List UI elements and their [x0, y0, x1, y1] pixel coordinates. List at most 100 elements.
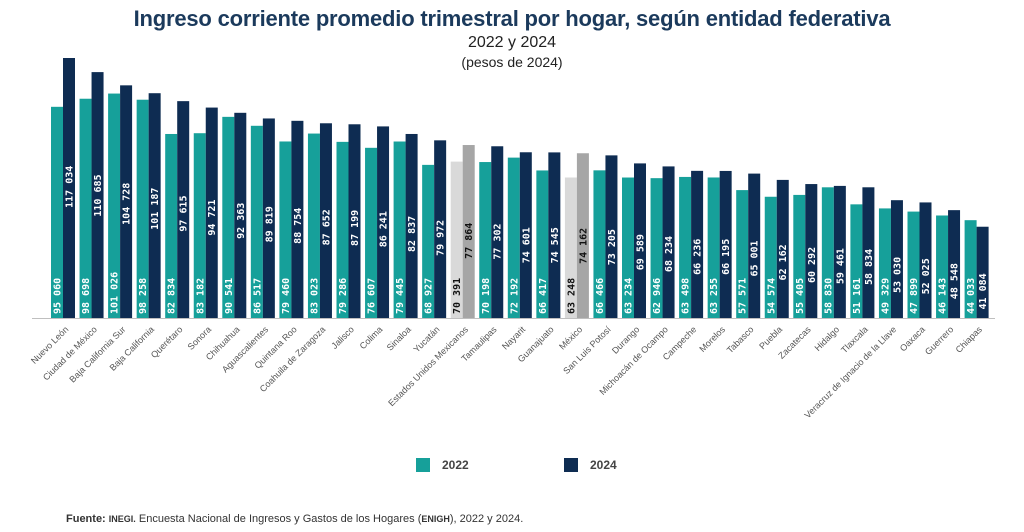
x-tick-label-nayarit: Nayarit: [500, 324, 528, 352]
bar-2024-baja-california: [148, 93, 161, 318]
data-label-2024-colima: 86 241: [379, 211, 390, 247]
x-tick-label-colima: Colima: [358, 324, 385, 351]
legend-item-2024: 2024: [564, 458, 617, 472]
data-label-2024-aguascalientes: 89 819: [264, 206, 275, 242]
bar-2022-baja-california-sur: [108, 93, 121, 319]
data-label-2022-queretaro: 82 834: [167, 278, 178, 314]
data-label-2024-morelos: 66 195: [721, 239, 732, 275]
bar-2024-veracruz-de-ignacio-de-la-llave: [890, 200, 903, 318]
x-tick-label-jalisco: Jalisco: [329, 324, 356, 351]
data-label-2022-quintana-roo: 79 460: [281, 278, 292, 314]
bar-2024-chihuahua: [234, 112, 247, 318]
bar-2022-puebla: [764, 196, 777, 318]
bar-2022-baja-california: [136, 99, 149, 318]
bar-2024-nayarit: [519, 152, 532, 318]
bar-2022-morelos: [707, 177, 720, 318]
bar-2024-nuevo-leon: [63, 58, 75, 318]
bar-2022-sonora: [193, 133, 206, 318]
bar-2022-coahuila-de-zaragoza: [307, 133, 320, 318]
data-label-2022-durango: 63 234: [624, 278, 635, 314]
bar-2024-yucatan: [434, 140, 447, 318]
data-label-2022-tlaxcala: 51 161: [852, 278, 863, 314]
data-label-2024-coahuila-de-zaragoza: 87 652: [321, 209, 332, 245]
data-label-2024-estados-unidos-mexicanos: 77 864: [464, 223, 475, 259]
bar-2022-jalisco: [336, 141, 349, 318]
bar-2022-queretaro: [165, 133, 178, 318]
bar-2022-tlaxcala: [850, 204, 863, 318]
data-label-2022-jalisco: 79 286: [338, 278, 349, 314]
data-label-2022-estados-unidos-mexicanos: 70 391: [452, 278, 463, 314]
data-label-2022-coahuila-de-zaragoza: 83 023: [309, 278, 320, 314]
bar-2022-chihuahua: [222, 116, 235, 318]
bar-2024-tabasco: [748, 173, 761, 318]
bar-2024-colima: [377, 126, 390, 318]
data-label-2022-morelos: 63 255: [709, 278, 720, 314]
bar-2022-nayarit: [507, 157, 520, 318]
bar-2024-zacatecas: [805, 184, 818, 318]
data-label-2024-veracruz-de-ignacio-de-la-llave: 53 030: [892, 257, 903, 293]
bar-2022-nuevo-leon: [51, 106, 63, 318]
x-tick-label-chiapas: Chiapas: [954, 324, 985, 355]
source-org: INEGI.: [108, 514, 136, 524]
bar-2024-chiapas: [976, 226, 989, 318]
data-label-2022-michoacan-de-ocampo: 62 946: [652, 278, 663, 314]
bar-2022-san-luis-potosi: [593, 170, 606, 318]
data-label-2024-michoacan-de-ocampo: 68 234: [664, 236, 675, 272]
data-label-2024-san-luis-potosi: 73 205: [607, 229, 618, 265]
data-label-2024-tamaulipas: 77 302: [493, 223, 504, 259]
bar-2022-aguascalientes: [250, 125, 263, 318]
chart-title: Ingreso corriente promedio trimestral po…: [133, 6, 891, 31]
data-label-2024-guerrero: 48 548: [950, 263, 961, 299]
bar-2022-guanajuato: [536, 170, 549, 318]
x-tick-label-tabasco: Tabasco: [725, 324, 756, 355]
source-text-a: Encuesta Nacional de Ingresos y Gastos d…: [135, 513, 422, 525]
data-label-2024-campeche: 66 236: [693, 239, 704, 275]
data-label-2024-zacatecas: 60 292: [807, 247, 818, 283]
data-label-2022-nuevo-leon: 95 060: [53, 278, 64, 314]
bar-2022-ciudad-de-mexico: [79, 98, 92, 318]
data-label-2022-chiapas: 44 033: [966, 278, 977, 314]
bar-2024-hidalgo: [833, 185, 846, 318]
data-label-2024-quintana-roo: 88 754: [293, 208, 304, 244]
bar-2022-tamaulipas: [479, 162, 492, 318]
data-label-2022-yucatan: 68 927: [424, 278, 435, 314]
data-label-2022-aguascalientes: 86 517: [252, 278, 263, 314]
bar-2022-tabasco: [736, 190, 749, 318]
bar-2024-morelos: [719, 170, 732, 318]
data-label-2022-san-luis-potosi: 66 466: [595, 278, 606, 314]
bar-2022-durango: [622, 177, 634, 318]
legend-swatch-2024: [564, 458, 578, 472]
bar-2024-guanajuato: [548, 152, 561, 318]
bar-2024-coahuila-de-zaragoza: [319, 123, 332, 318]
bar-2022-veracruz-de-ignacio-de-la-llave: [878, 208, 891, 318]
bar-2024-queretaro: [177, 101, 190, 318]
chart-subtitle: 2022 y 2024: [467, 34, 557, 51]
data-label-2022-puebla: 54 574: [766, 278, 777, 314]
data-label-2024-baja-california: 101 187: [150, 188, 161, 230]
data-label-2022-chihuahua: 90 541: [224, 278, 235, 314]
data-label-2024-durango: 69 589: [636, 234, 647, 270]
bar-2024-mexico: [576, 153, 589, 318]
bar-2024-michoacan-de-ocampo: [662, 166, 675, 318]
bar-2022-guerrero: [936, 215, 949, 318]
bar-2022-quintana-roo: [279, 141, 292, 318]
source-prefix: Fuente:: [66, 513, 106, 525]
data-label-2024-tabasco: 65 001: [750, 240, 761, 276]
data-label-2024-nuevo-leon: 117 034: [65, 166, 76, 208]
bar-2024-jalisco: [348, 124, 361, 319]
data-label-2022-guanajuato: 66 417: [538, 278, 549, 314]
bar-2024-estados-unidos-mexicanos: [462, 145, 475, 318]
bar-2024-guerrero: [948, 210, 961, 318]
x-tick-label-morelos: Morelos: [697, 324, 727, 354]
x-tick-label-puebla: Puebla: [757, 324, 784, 351]
data-label-2022-guerrero: 46 143: [938, 278, 949, 314]
data-label-2022-oaxaca: 47 899: [909, 278, 920, 314]
x-tick-label-hidalgo: Hidalgo: [813, 324, 842, 353]
data-label-2022-hidalgo: 58 830: [823, 278, 834, 314]
bar-2024-quintana-roo: [291, 120, 304, 318]
bar-2022-mexico: [564, 177, 577, 318]
source-text-b: ), 2022 y 2024.: [449, 513, 524, 525]
data-label-2022-baja-california-sur: 101 026: [110, 272, 121, 314]
data-label-2024-ciudad-de-mexico: 110 685: [93, 174, 104, 216]
